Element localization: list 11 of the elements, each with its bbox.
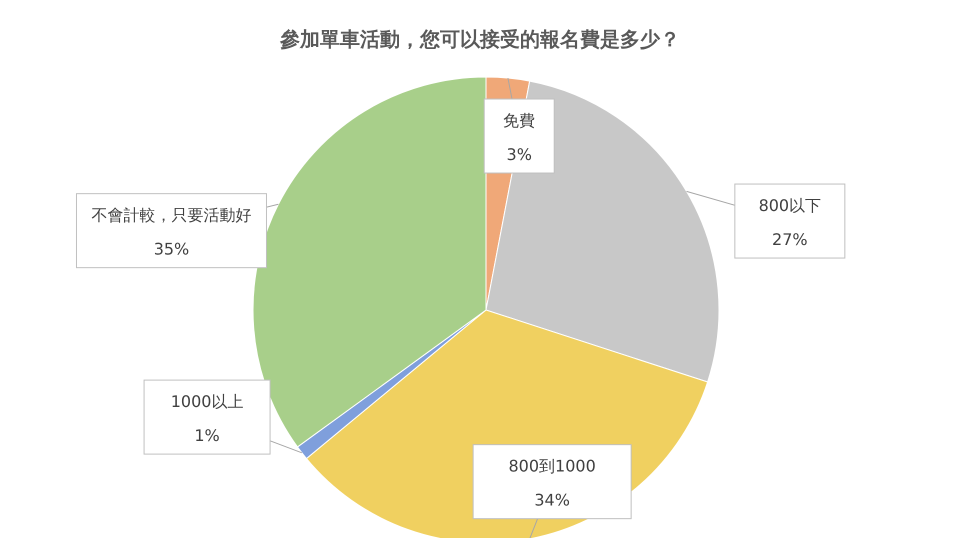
chart-title: 參加單車活動，您可以接受的報名費是多少？ [279,27,680,51]
data-label: 34% [534,490,570,510]
data-label: 1% [194,426,220,446]
data-label: 27% [772,230,808,250]
data-label: 3% [506,145,532,164]
slice-label: 800以下 [758,196,822,216]
data-label: 35% [154,240,190,259]
slice-label: 1000以上 [170,392,244,412]
slice-label: 不會計較，只要活動好 [91,206,252,225]
slice-label: 800到1000 [508,456,596,476]
slice-label: 免費 [503,111,536,130]
